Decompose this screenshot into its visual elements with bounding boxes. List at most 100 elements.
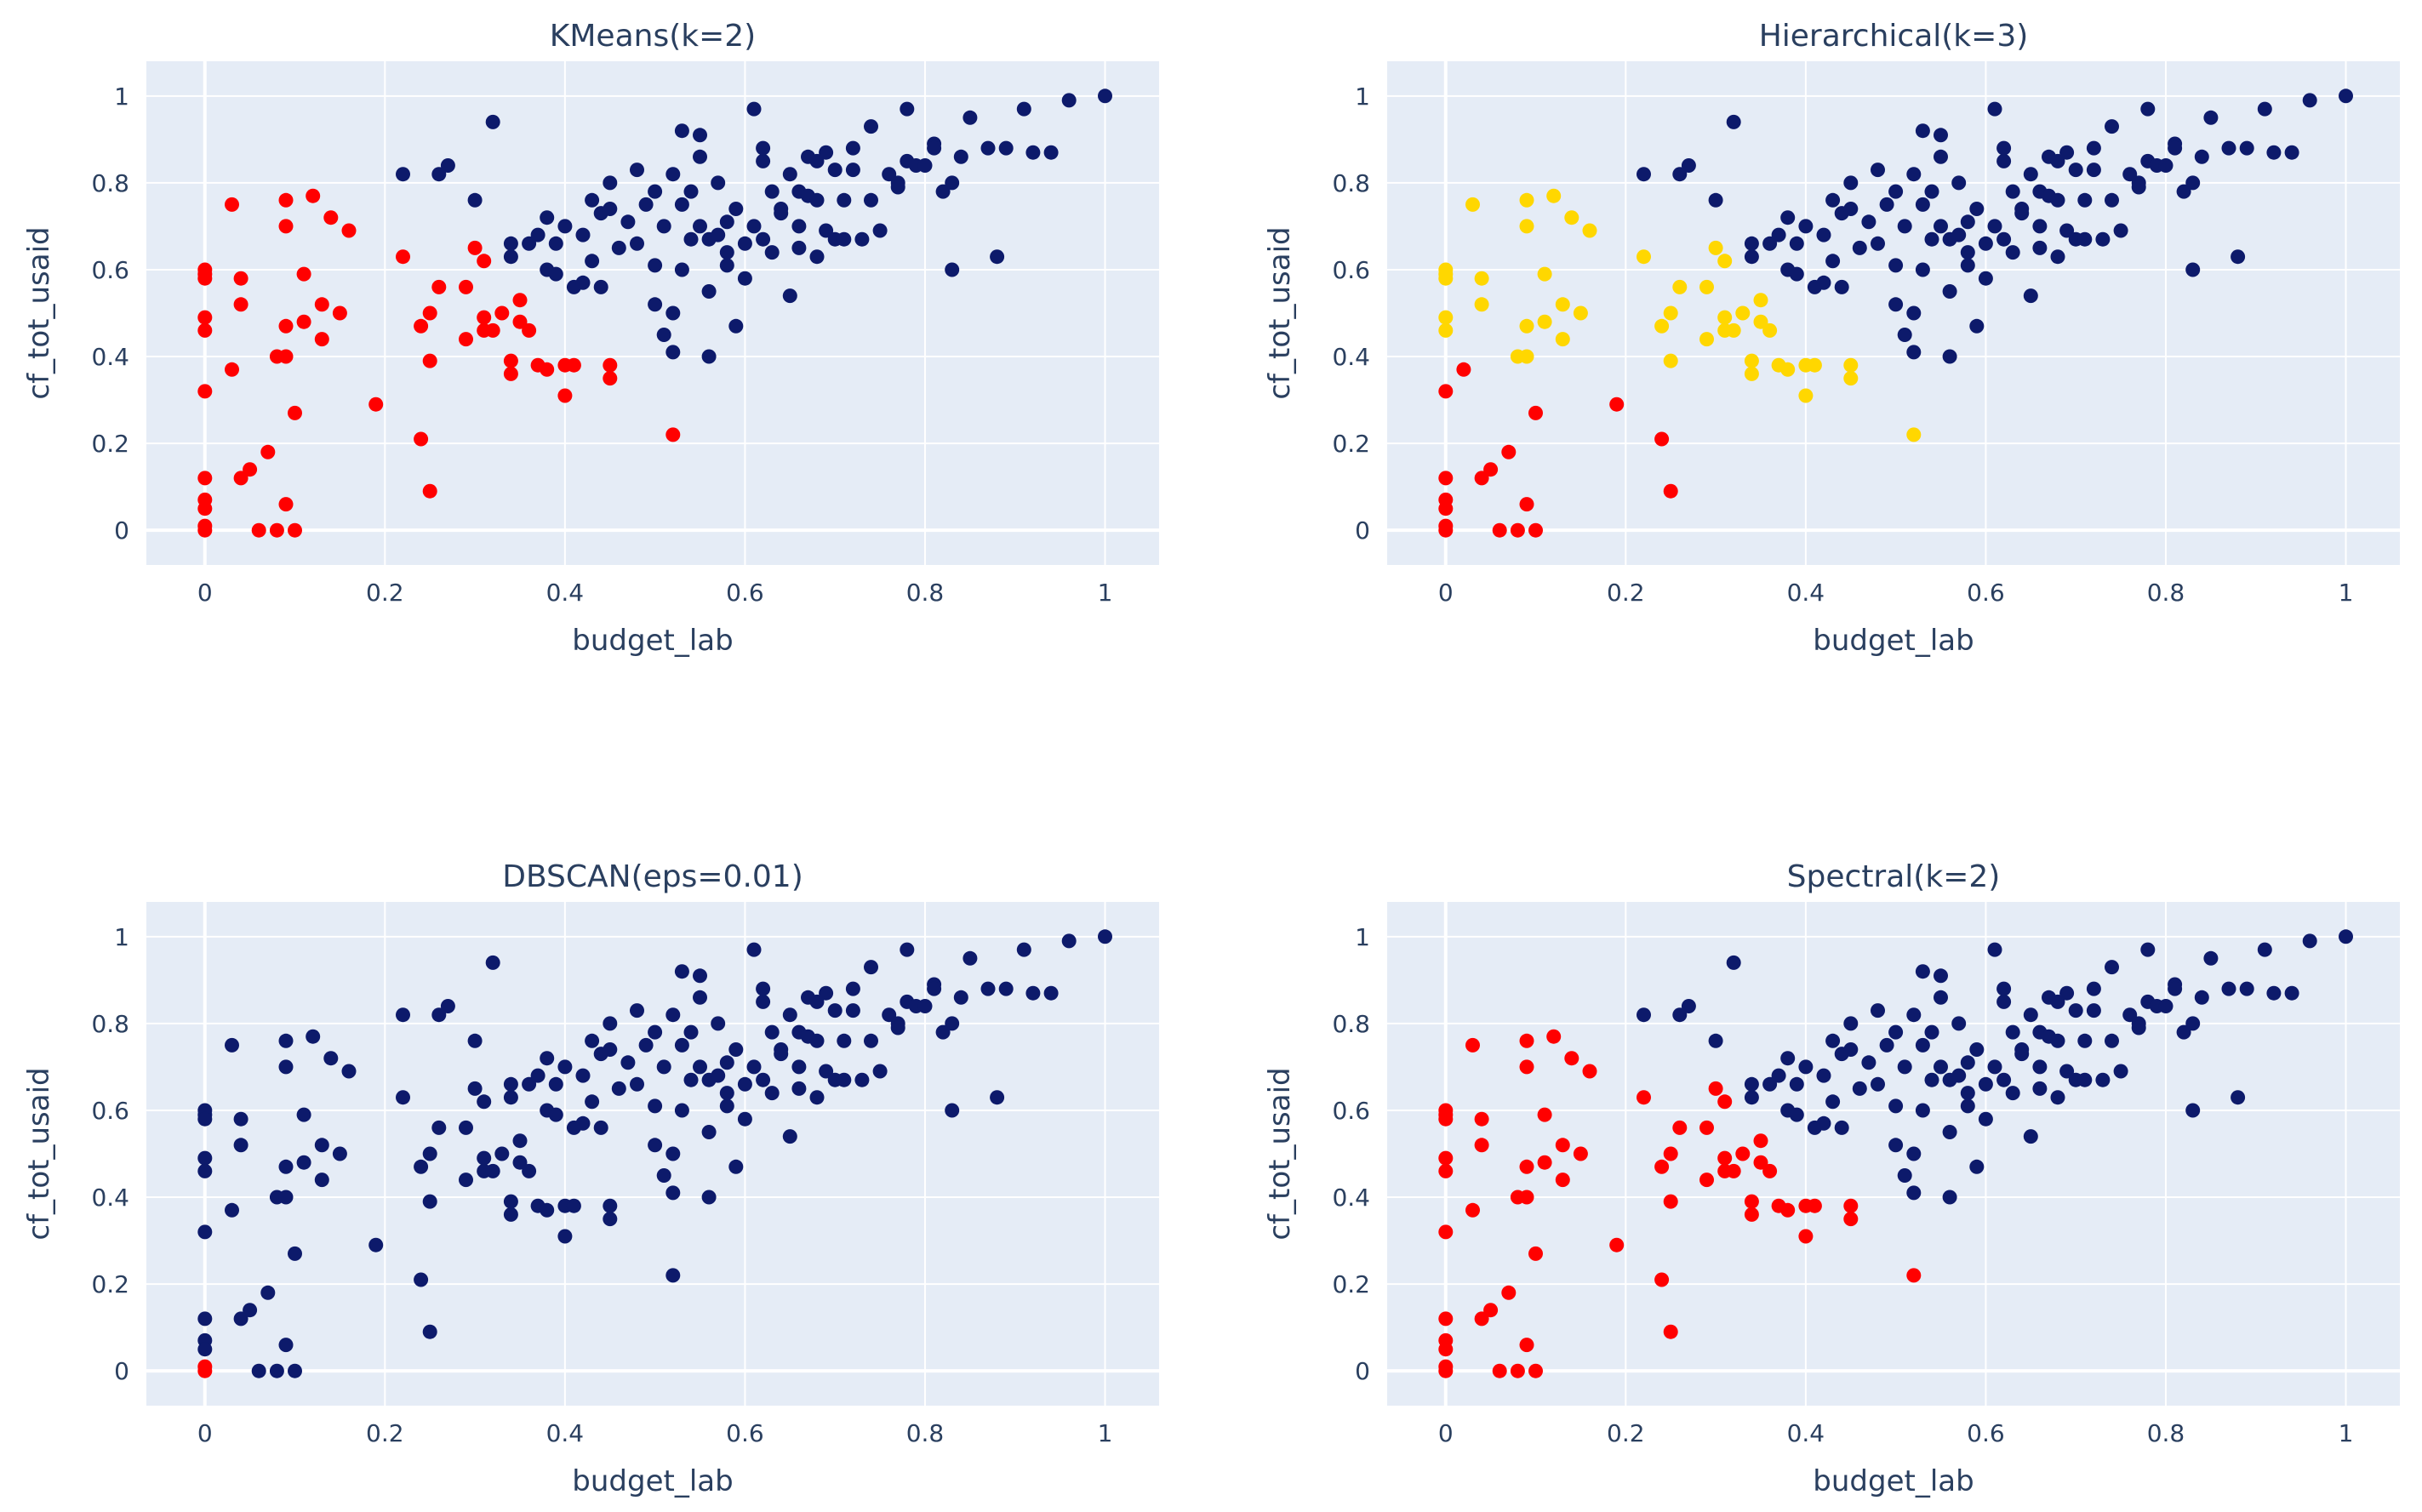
scatter-point	[512, 1155, 528, 1170]
scatter-point	[512, 293, 528, 308]
scatter-point	[2059, 145, 2075, 160]
scatter-point	[1798, 388, 1814, 403]
scatter-point	[656, 1168, 671, 1183]
scatter-point	[1969, 1042, 1985, 1057]
scatter-point	[900, 942, 915, 957]
scatter-point	[603, 371, 618, 386]
scatter-point	[1798, 1059, 1814, 1075]
scatter-point	[963, 950, 978, 966]
scatter-point	[503, 236, 518, 251]
y-tick-label: 0.4	[1332, 343, 1370, 371]
scatter-point	[890, 1020, 905, 1036]
scatter-point	[530, 227, 546, 242]
scatter-point	[1996, 1072, 2012, 1087]
scatter-point	[548, 1076, 563, 1092]
scatter-point	[1681, 999, 1696, 1013]
scatter-point	[269, 522, 284, 538]
y-tick-label: 0.2	[91, 1270, 129, 1298]
scatter-point	[1978, 1076, 1993, 1092]
scatter-point	[2059, 1064, 2075, 1079]
x-axis-label: budget_lab	[1813, 624, 1974, 658]
scatter-point	[2158, 158, 2174, 173]
scatter-point	[2005, 1086, 2020, 1101]
scatter-point	[503, 353, 518, 368]
scatter-point	[1960, 1098, 1975, 1114]
scatter-point	[1474, 471, 1489, 486]
scatter-point	[540, 1202, 555, 1218]
scatter-point	[1025, 985, 1041, 1001]
scatter-point	[1519, 349, 1534, 364]
scatter-point	[665, 305, 681, 321]
scatter-point	[1924, 1072, 1939, 1087]
scatter-point	[872, 1064, 888, 1079]
scatter-point	[674, 197, 689, 212]
scatter-point	[719, 258, 734, 273]
scatter-point	[1960, 245, 1975, 260]
scatter-point	[197, 1111, 213, 1127]
scatter-point	[1825, 1033, 1841, 1048]
x-tick-label: 0.4	[546, 579, 585, 607]
scatter-point	[1438, 1342, 1454, 1357]
scatter-point	[1934, 128, 1948, 143]
scatter-point	[1717, 310, 1733, 325]
scatter-point	[2086, 140, 2101, 156]
scatter-point	[990, 1090, 1005, 1105]
scatter-point	[1043, 985, 1059, 1001]
scatter-point	[1465, 1037, 1480, 1053]
scatter-point	[1915, 262, 1930, 277]
scatter-point	[1519, 1033, 1534, 1048]
x-tick-label: 0.8	[2147, 1419, 2185, 1447]
scatter-point	[809, 1033, 825, 1048]
scatter-point	[2113, 1064, 2128, 1079]
scatter-point	[225, 1037, 239, 1053]
scatter-point	[440, 999, 455, 1013]
scatter-point	[665, 1007, 681, 1023]
scatter-point	[2023, 167, 2038, 182]
scatter-point	[1637, 249, 1651, 265]
scatter-point	[368, 397, 384, 412]
scatter-point	[837, 1072, 852, 1087]
scatter-point	[1753, 314, 1768, 329]
scatter-point	[864, 1033, 878, 1048]
scatter-point	[665, 345, 681, 360]
scatter-point	[1996, 981, 2012, 996]
scatter-point	[1924, 1024, 1939, 1040]
scatter-point	[1699, 1173, 1714, 1188]
scatter-point	[756, 153, 771, 168]
x-tick-label: 0.8	[906, 579, 945, 607]
scatter-point	[782, 1129, 797, 1144]
scatter-point	[1582, 223, 1597, 238]
scatter-point	[1861, 1055, 1876, 1070]
scatter-point	[2339, 88, 2353, 104]
scatter-point	[774, 1042, 789, 1057]
scatter-point	[1934, 968, 1948, 984]
scatter-point	[2231, 1090, 2246, 1105]
scatter-point	[1537, 314, 1552, 329]
scatter-point	[2176, 1024, 2191, 1040]
y-tick-label: 0.2	[1332, 1270, 1370, 1298]
scatter-point	[1438, 1363, 1454, 1378]
scatter-point	[1906, 1007, 1922, 1023]
scatter-point	[1663, 1194, 1678, 1209]
y-tick-label: 1	[114, 923, 129, 951]
scatter-point	[1934, 149, 1948, 164]
scatter-point	[494, 305, 510, 321]
scatter-point	[864, 192, 878, 208]
scatter-point	[1672, 1120, 1688, 1135]
scatter-point	[917, 158, 933, 173]
y-tick-label: 0.4	[1332, 1184, 1370, 1212]
scatter-point	[1546, 1029, 1562, 1044]
y-tick-label: 0	[114, 1357, 129, 1385]
scatter-point	[819, 985, 834, 1001]
scatter-point	[2105, 192, 2119, 208]
scatter-point	[737, 1111, 752, 1127]
scatter-point	[1996, 994, 2012, 1009]
scatter-point	[683, 231, 699, 247]
scatter-point	[260, 444, 276, 459]
scatter-point	[1663, 353, 1678, 368]
scatter-point	[278, 1059, 294, 1075]
scatter-point	[2203, 950, 2219, 966]
scatter-point	[1663, 1146, 1678, 1161]
x-tick-label: 0.8	[906, 1419, 945, 1447]
scatter-point	[2168, 981, 2183, 996]
